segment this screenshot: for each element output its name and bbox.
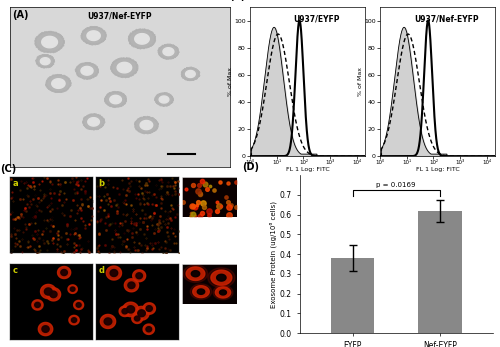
Text: U937/Nef-EYFP: U937/Nef-EYFP <box>88 12 152 21</box>
Polygon shape <box>110 95 122 104</box>
Polygon shape <box>81 66 93 75</box>
Polygon shape <box>42 36 58 48</box>
Polygon shape <box>122 308 128 314</box>
Text: (D): (D) <box>242 162 259 172</box>
Polygon shape <box>184 265 208 282</box>
Text: (B): (B) <box>230 0 246 1</box>
Polygon shape <box>143 324 154 335</box>
Polygon shape <box>128 29 156 49</box>
Polygon shape <box>50 291 57 298</box>
Polygon shape <box>138 310 145 317</box>
Polygon shape <box>40 285 56 299</box>
Polygon shape <box>42 326 49 332</box>
Polygon shape <box>158 44 179 59</box>
Polygon shape <box>74 301 84 310</box>
Polygon shape <box>216 274 226 281</box>
Polygon shape <box>36 54 54 68</box>
X-axis label: FL 1 Log: FITC: FL 1 Log: FITC <box>286 167 330 172</box>
Text: a: a <box>12 179 18 188</box>
Text: (C): (C) <box>0 164 16 174</box>
Polygon shape <box>132 314 142 323</box>
Polygon shape <box>220 290 226 295</box>
Polygon shape <box>208 268 235 288</box>
Polygon shape <box>44 288 52 295</box>
Polygon shape <box>146 306 152 311</box>
Y-axis label: % of Max: % of Max <box>228 67 233 96</box>
Polygon shape <box>104 92 126 108</box>
Polygon shape <box>186 267 205 280</box>
Y-axis label: % of Max: % of Max <box>358 67 363 96</box>
Y-axis label: Exosome Protein (ug/10⁶ cells): Exosome Protein (ug/10⁶ cells) <box>270 201 277 308</box>
Polygon shape <box>82 114 105 130</box>
Polygon shape <box>110 58 138 78</box>
Bar <box>330 258 374 333</box>
Text: (A): (A) <box>12 10 28 20</box>
Polygon shape <box>46 74 71 93</box>
Polygon shape <box>134 316 140 321</box>
Polygon shape <box>190 284 212 299</box>
Polygon shape <box>38 322 52 336</box>
Polygon shape <box>70 287 75 291</box>
Polygon shape <box>117 62 132 73</box>
Polygon shape <box>154 93 174 106</box>
Polygon shape <box>72 318 76 322</box>
Bar <box>418 211 462 333</box>
Text: d: d <box>98 266 104 275</box>
Polygon shape <box>122 302 138 316</box>
Polygon shape <box>119 306 130 316</box>
Polygon shape <box>124 279 138 292</box>
Polygon shape <box>132 270 145 282</box>
Polygon shape <box>163 48 174 56</box>
Polygon shape <box>76 62 98 79</box>
Text: c: c <box>12 266 18 275</box>
Polygon shape <box>69 315 79 325</box>
Polygon shape <box>181 67 200 81</box>
Polygon shape <box>186 70 195 77</box>
Polygon shape <box>58 266 70 279</box>
Polygon shape <box>76 303 81 307</box>
Polygon shape <box>146 327 152 332</box>
Polygon shape <box>126 306 134 313</box>
Polygon shape <box>35 31 64 53</box>
Text: p = 0.0169: p = 0.0169 <box>376 182 416 188</box>
Polygon shape <box>136 273 142 279</box>
Polygon shape <box>61 270 68 276</box>
Polygon shape <box>46 288 60 301</box>
Polygon shape <box>143 303 156 314</box>
Polygon shape <box>104 318 112 325</box>
Polygon shape <box>68 285 78 294</box>
Polygon shape <box>128 282 135 289</box>
Text: b: b <box>98 179 104 188</box>
Polygon shape <box>81 26 106 45</box>
Polygon shape <box>198 289 204 294</box>
X-axis label: FL 1 Log: FITC: FL 1 Log: FITC <box>416 167 460 172</box>
Polygon shape <box>159 96 169 103</box>
Polygon shape <box>211 270 232 285</box>
Polygon shape <box>52 79 65 88</box>
Polygon shape <box>110 270 118 277</box>
Text: U937/EYFP: U937/EYFP <box>294 14 340 23</box>
Polygon shape <box>32 300 43 310</box>
Polygon shape <box>192 271 200 277</box>
Polygon shape <box>106 266 122 280</box>
Text: U937/Nef-EYFP: U937/Nef-EYFP <box>414 14 479 23</box>
Polygon shape <box>213 285 233 300</box>
Polygon shape <box>134 34 150 44</box>
Polygon shape <box>134 306 149 320</box>
Polygon shape <box>88 118 100 126</box>
Polygon shape <box>216 287 230 298</box>
Polygon shape <box>193 286 209 298</box>
Polygon shape <box>40 58 50 65</box>
Polygon shape <box>140 120 152 130</box>
Polygon shape <box>134 116 158 134</box>
Polygon shape <box>87 31 101 41</box>
Polygon shape <box>100 314 116 329</box>
Polygon shape <box>34 302 40 307</box>
